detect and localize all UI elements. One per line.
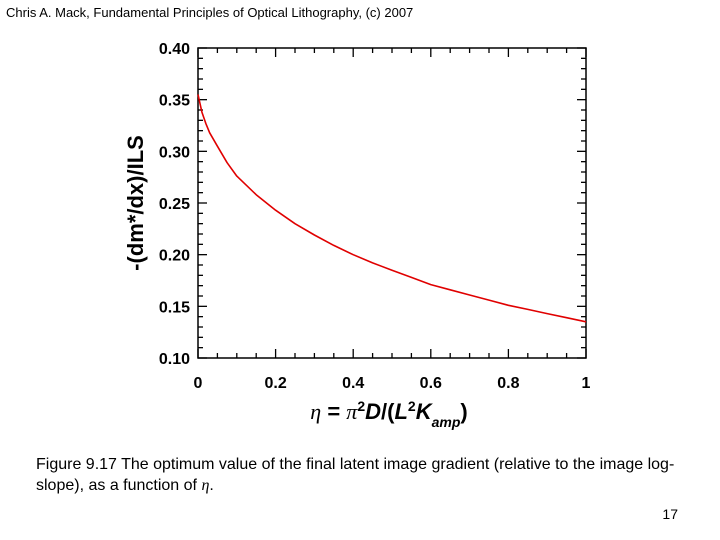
y-axis-label-text: -(dm*/dx)/ILS xyxy=(123,135,148,271)
x-tick-label: 0.4 xyxy=(342,375,364,392)
line-chart: 0 0.2 0.4 0.6 0.8 1 0.100.150.200.250.300.350… xyxy=(123,41,591,430)
y-tick-label: 0.35 xyxy=(159,93,190,110)
plot-frame xyxy=(197,47,587,359)
x-axis-label-variable: K xyxy=(416,399,434,424)
x-tick-label: 1 xyxy=(582,375,591,392)
y-axis-tick-labels: 0.10 0.15 0.20 0.25 0.30 0.35 0.40 xyxy=(159,41,190,368)
x-axis-label-variable: D xyxy=(365,399,381,424)
y-tick-label: 0.40 xyxy=(159,41,190,58)
caption-eta-symbol: η xyxy=(201,477,210,494)
x-tick-label: 0.2 xyxy=(264,375,286,392)
y-tick-label: 0.25 xyxy=(159,196,190,213)
x-axis-label-part: / xyxy=(381,399,387,424)
plot-border xyxy=(197,47,587,359)
x-axis-label: η = π2D/(L2Kamp) xyxy=(310,398,467,430)
x-axis-ticks xyxy=(197,48,587,358)
y-axis-label: -(dm*/dx)/ILS xyxy=(123,135,148,271)
x-axis-tick-labels: 0 0.2 0.4 0.6 0.8 1 xyxy=(194,375,591,392)
x-axis-label-part: = xyxy=(327,399,340,424)
y-tick-label: 0.20 xyxy=(159,248,190,265)
x-axis-label-greek: η xyxy=(310,399,321,424)
caption-suffix: . xyxy=(209,477,214,494)
page-number: 17 xyxy=(662,506,678,522)
y-tick-label: 0.10 xyxy=(159,351,190,368)
y-tick-label: 0.15 xyxy=(159,299,190,316)
x-axis-label-variable: L xyxy=(394,399,407,424)
series-line xyxy=(197,94,587,323)
x-tick-label: 0.8 xyxy=(497,375,519,392)
x-axis-label-subscript: amp xyxy=(432,414,461,430)
x-axis-label-superscript: 2 xyxy=(408,398,416,414)
series-layer xyxy=(197,94,587,323)
x-tick-label: 0.6 xyxy=(420,375,442,392)
x-axis-label-greek: π xyxy=(346,399,358,424)
figure-caption: Figure 9.17 The optimum value of the fin… xyxy=(36,454,696,496)
slide-header: Chris A. Mack, Fundamental Principles of… xyxy=(6,5,414,20)
x-axis-label-part: ) xyxy=(460,399,467,424)
x-tick-label: 0 xyxy=(194,375,203,392)
x-axis-label-superscript: 2 xyxy=(357,398,365,414)
caption-text: Figure 9.17 The optimum value of the fin… xyxy=(36,456,675,494)
y-tick-label: 0.30 xyxy=(159,144,190,161)
x-axis-label-part: ( xyxy=(387,399,395,424)
y-axis-ticks xyxy=(198,47,586,359)
